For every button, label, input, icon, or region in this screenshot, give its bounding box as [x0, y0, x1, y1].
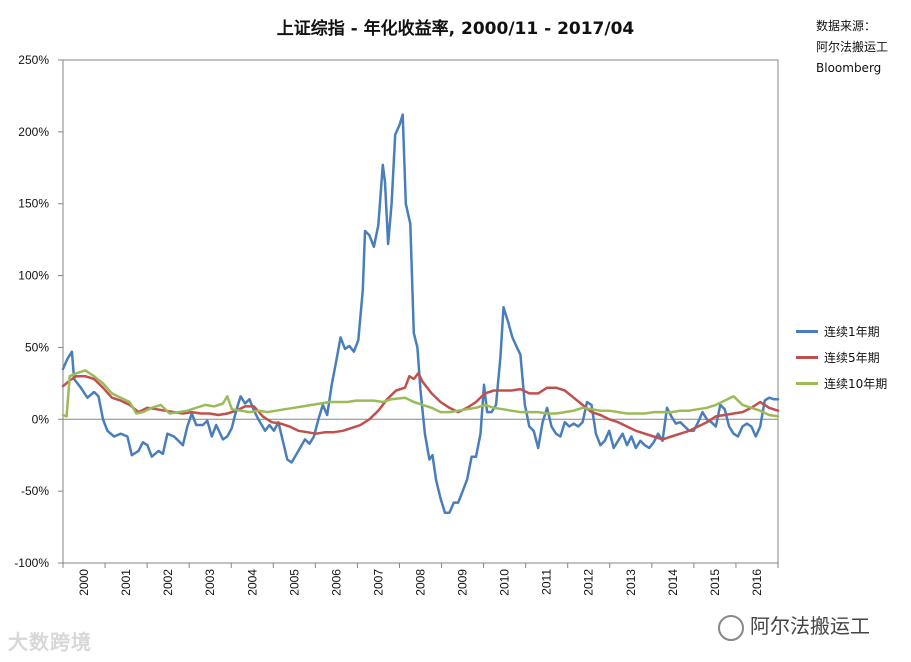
- wechat-icon: [718, 614, 744, 641]
- series-line: [61, 372, 780, 441]
- series-line: [61, 113, 780, 514]
- x-tick-label: 2005: [287, 569, 301, 596]
- watermark-right: 阿尔法搬运工: [718, 610, 870, 641]
- y-tick-label: 250%: [18, 53, 49, 67]
- x-tick-label: 2013: [624, 569, 638, 596]
- x-tick-label: 2003: [203, 569, 217, 596]
- x-tick-label: 2006: [329, 569, 343, 596]
- legend-label: 连续1年期: [824, 324, 880, 339]
- watermark-right-text: 阿尔法搬运工: [750, 614, 870, 638]
- y-tick-label: 0%: [32, 412, 50, 426]
- series-line: [61, 369, 780, 418]
- x-tick-label: 2004: [245, 569, 259, 596]
- x-tick-label: 2009: [456, 569, 470, 596]
- x-tick-label: 2001: [119, 569, 133, 596]
- x-tick-label: 2016: [750, 569, 764, 596]
- y-tick-label: -100%: [14, 556, 49, 570]
- y-tick-label: 50%: [25, 340, 49, 354]
- legend: 连续1年期 连续5年期 连续10年期: [796, 318, 887, 396]
- x-tick-label: 2007: [371, 569, 385, 596]
- x-tick-label: 2011: [540, 569, 554, 595]
- legend-swatch: [796, 381, 818, 385]
- x-tick-label: 2015: [708, 569, 722, 596]
- legend-label: 连续5年期: [824, 350, 880, 365]
- source-line: 数据来源：: [816, 19, 877, 33]
- x-tick-label: 2002: [161, 569, 175, 596]
- x-tick-label: 2012: [582, 569, 596, 596]
- x-tick-label: 2000: [77, 569, 91, 596]
- source-line: Bloomberg: [816, 61, 882, 75]
- x-tick-label: 2010: [498, 569, 512, 596]
- legend-item: 连续10年期: [796, 370, 887, 396]
- legend-item: 连续5年期: [796, 344, 887, 370]
- legend-swatch: [796, 355, 818, 359]
- chart-title: 上证综指 - 年化收益率, 2000/11 - 2017/04: [276, 19, 635, 39]
- legend-label: 连续10年期: [824, 376, 888, 391]
- y-tick-label: -50%: [21, 484, 49, 498]
- y-tick-label: 150%: [18, 197, 49, 211]
- y-tick-label: 100%: [18, 269, 49, 283]
- x-tick-label: 2014: [666, 569, 680, 596]
- source-line: 阿尔法搬运工: [816, 40, 889, 54]
- legend-swatch: [796, 329, 818, 333]
- watermark-left: 大数跨境: [8, 626, 92, 655]
- watermark-left-text: 大数跨境: [8, 630, 92, 654]
- source-note: 数据来源： 阿尔法搬运工 Bloomberg: [816, 16, 888, 79]
- legend-item: 连续1年期: [796, 318, 887, 344]
- x-tick-label: 2008: [414, 569, 428, 596]
- plot-area: [62, 59, 779, 564]
- y-tick-label: 200%: [18, 125, 49, 139]
